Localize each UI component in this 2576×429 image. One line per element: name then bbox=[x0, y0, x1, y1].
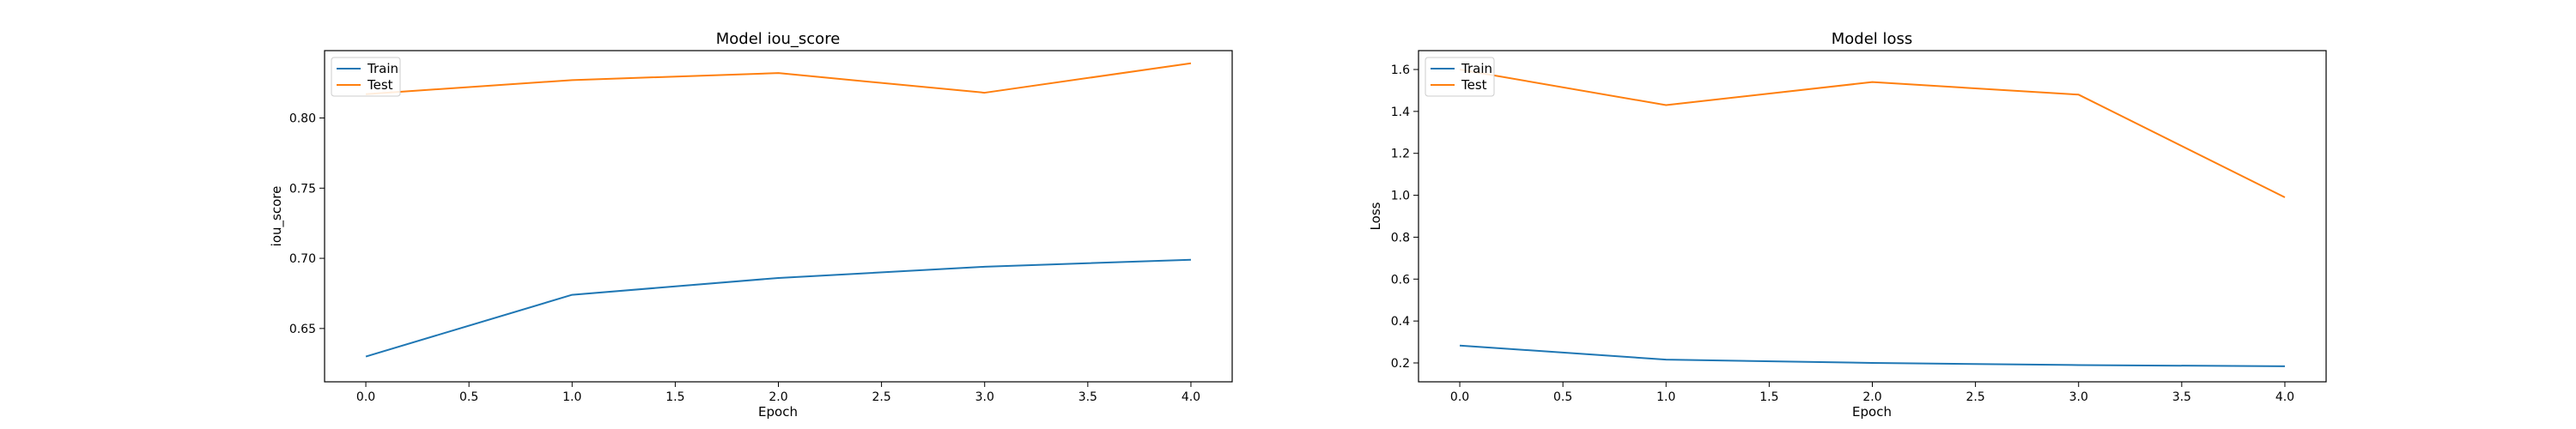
legend-box bbox=[331, 57, 401, 97]
x-tick-label: 0.0 bbox=[356, 390, 375, 404]
chart-iou-score: Model iou_score 0.0 0.5 1.0 1.5 2.0 2.5 3.0 3.5… bbox=[269, 30, 1233, 420]
plot-area: 0.0 0.5 1.0 1.5 2.0 2.5 3.0 3.5 4.0 0.65 0.70 0.75 0… bbox=[289, 62, 1200, 404]
x-tick-label: 3.0 bbox=[975, 390, 994, 404]
y-tick-label: 0.75 bbox=[289, 182, 316, 196]
legend-label-train: Train bbox=[367, 61, 398, 76]
x-tick-label: 2.0 bbox=[769, 390, 787, 404]
x-tick-label: 1.0 bbox=[562, 390, 581, 404]
y-tick-label: 0.70 bbox=[289, 252, 316, 266]
x-axis-label: Epoch bbox=[758, 404, 798, 420]
y-tick-label: 0.8 bbox=[1391, 231, 1410, 245]
y-tick-label: 0.6 bbox=[1391, 273, 1410, 287]
x-tick-label: 1.0 bbox=[1656, 390, 1675, 404]
legend: Train Test bbox=[1425, 57, 1495, 97]
x-tick-label: 0.5 bbox=[459, 390, 478, 404]
chart-title: Model iou_score bbox=[716, 30, 841, 48]
y-tick-label: 1.6 bbox=[1391, 63, 1410, 77]
x-tick-label: 1.5 bbox=[1759, 390, 1778, 404]
chart-loss: Model loss 0.0 0.5 1.0 1.5 2.0 2.5 3.0 3.5 4.00.… bbox=[1368, 30, 2327, 420]
y-tick-label: 0.2 bbox=[1391, 357, 1410, 371]
y-tick-label: 0.4 bbox=[1391, 315, 1410, 329]
y-axis-label: iou_score bbox=[269, 186, 285, 247]
x-axis-label: Epoch bbox=[1852, 404, 1892, 420]
legend: Train Test bbox=[331, 57, 401, 97]
chart-title: Model loss bbox=[1832, 30, 1913, 48]
x-tick-label: 2.5 bbox=[1965, 390, 1984, 404]
series-line-train bbox=[365, 258, 1191, 358]
series-line-train bbox=[1459, 344, 2285, 367]
x-tick-label: 0.0 bbox=[1450, 390, 1469, 404]
legend-label-test: Test bbox=[1461, 77, 1487, 93]
y-tick-label: 0.65 bbox=[289, 323, 316, 336]
x-tick-label: 4.0 bbox=[1182, 390, 1200, 404]
x-tick-label: 2.0 bbox=[1862, 390, 1881, 404]
y-tick-label: 1.0 bbox=[1391, 190, 1410, 203]
axes-frame bbox=[324, 50, 1233, 383]
y-tick-label: 1.4 bbox=[1391, 106, 1410, 119]
x-tick-label: 3.0 bbox=[2069, 390, 2088, 404]
x-tick-label: 3.5 bbox=[1078, 390, 1097, 404]
series-line-test bbox=[1459, 69, 2286, 198]
y-tick-label: 1.2 bbox=[1391, 148, 1410, 161]
x-tick-label: 2.5 bbox=[872, 390, 890, 404]
y-tick-label: 0.80 bbox=[289, 112, 316, 126]
x-tick-label: 1.5 bbox=[665, 390, 684, 404]
plot-area: 0.0 0.5 1.0 1.5 2.0 2.5 3.0 3.5 4.0 0.2 0.4 0.6 0.8 1… bbox=[1391, 63, 2294, 404]
series-line-test bbox=[365, 62, 1192, 95]
x-tick-label: 3.5 bbox=[2172, 390, 2191, 404]
axes-frame bbox=[1418, 50, 2327, 383]
x-tick-label: 4.0 bbox=[2275, 390, 2294, 404]
x-tick-label: 0.5 bbox=[1553, 390, 1572, 404]
y-axis-label: Loss bbox=[1368, 202, 1383, 230]
legend-label-train: Train bbox=[1461, 61, 1492, 76]
legend-box bbox=[1425, 57, 1495, 97]
legend-label-test: Test bbox=[367, 77, 393, 93]
